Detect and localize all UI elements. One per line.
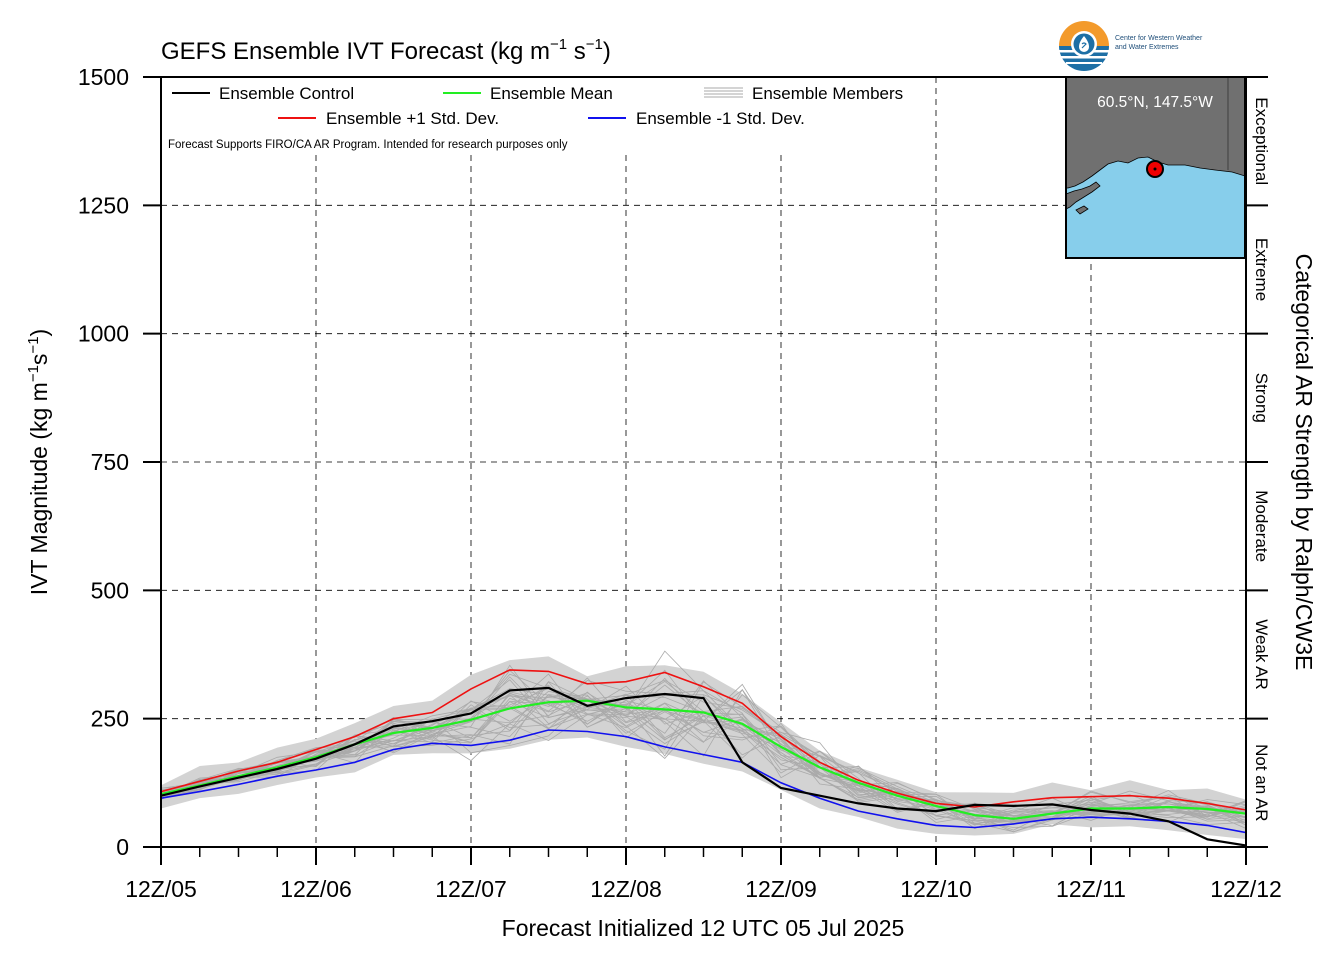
member-line bbox=[161, 695, 1246, 824]
member-line bbox=[161, 677, 1246, 817]
member-line bbox=[161, 669, 1246, 824]
cw3e-logo: Center for Western Weather and Water Ext… bbox=[1059, 21, 1203, 71]
category-label: Not an AR bbox=[1252, 744, 1271, 822]
x-axis-label: Forecast Initialized 12 UTC 05 Jul 2025 bbox=[502, 915, 905, 941]
control-line bbox=[161, 686, 1246, 847]
member-line bbox=[161, 694, 1246, 823]
y-tick-label: 1000 bbox=[78, 321, 129, 347]
chart-title: GEFS Ensemble IVT Forecast (kg m−1 s−1) bbox=[161, 36, 611, 65]
ensemble-members bbox=[161, 650, 1246, 833]
plus-std-line bbox=[161, 669, 1246, 811]
legend-label-minus-std: Ensemble -1 Std. Dev. bbox=[636, 109, 805, 128]
member-line bbox=[161, 695, 1246, 831]
inset-map: 60.5°N, 147.5°W bbox=[1065, 76, 1246, 259]
y-tick-label: 250 bbox=[91, 706, 129, 732]
island bbox=[1075, 205, 1089, 215]
x-tick-label: 12Z/12 bbox=[1210, 876, 1282, 902]
category-label: Moderate bbox=[1252, 490, 1271, 562]
member-line bbox=[161, 680, 1246, 823]
y-tick-label: 1500 bbox=[78, 64, 129, 90]
x-tick-label: 12Z/07 bbox=[435, 876, 507, 902]
category-label: Exceptional bbox=[1252, 97, 1271, 185]
member-line bbox=[161, 694, 1246, 826]
member-line bbox=[161, 688, 1246, 820]
member-line bbox=[161, 650, 1246, 827]
member-line bbox=[161, 693, 1246, 833]
legend-label-plus-std: Ensemble +1 Std. Dev. bbox=[326, 109, 499, 128]
member-line bbox=[161, 697, 1246, 821]
category-axis: Not an AR Weak AR Moderate Strong Extreme Exc… bbox=[1246, 76, 1271, 848]
member-line bbox=[161, 680, 1246, 829]
x-tick-label: 12Z/06 bbox=[280, 876, 352, 902]
location-marker-dot bbox=[1153, 167, 1157, 171]
spread-area bbox=[161, 656, 1246, 840]
series-lines bbox=[161, 669, 1246, 847]
y-axis-label: IVT Magnitude (kg m−1s−1) bbox=[25, 329, 52, 595]
x-tick-label: 12Z/08 bbox=[590, 876, 662, 902]
member-line bbox=[161, 691, 1246, 833]
member-line bbox=[161, 664, 1246, 825]
x-tick-label: 12Z/09 bbox=[745, 876, 817, 902]
legend-label-members: Ensemble Members bbox=[752, 84, 903, 103]
y-axis: 0 250 500 750 1000 1250 1500 bbox=[78, 64, 161, 860]
x-tick-label: 12Z/05 bbox=[125, 876, 197, 902]
x-tick-label: 12Z/10 bbox=[900, 876, 972, 902]
member-line bbox=[161, 698, 1246, 818]
y-tick-label: 1250 bbox=[78, 192, 129, 218]
legend-label-control: Ensemble Control bbox=[219, 84, 354, 103]
category-axis-label: Categorical AR Strength by Ralph/CW3E bbox=[1291, 254, 1317, 671]
disclaimer-note: Forecast Supports FIRO/CA AR Program. In… bbox=[168, 139, 568, 151]
y-tick-label: 750 bbox=[91, 449, 129, 475]
minus-std-line bbox=[161, 729, 1246, 834]
inset-frame bbox=[1065, 76, 1246, 259]
member-line bbox=[161, 679, 1246, 814]
member-line bbox=[161, 669, 1246, 822]
legend-label-mean: Ensemble Mean bbox=[490, 84, 613, 103]
category-label: Weak AR bbox=[1252, 619, 1271, 690]
peninsula bbox=[1065, 181, 1101, 210]
logo-text-line2: and Water Extremes bbox=[1115, 44, 1179, 51]
x-tick-label: 12Z/11 bbox=[1056, 876, 1126, 902]
x-axis: 12Z/05 12Z/06 12Z/07 12Z/08 12Z/09 12Z/10 12Z/… bbox=[125, 847, 1282, 902]
legend: Ensemble Control Ensemble Mean Ensemble … bbox=[172, 84, 903, 128]
member-line bbox=[161, 694, 1246, 824]
land-mass bbox=[1065, 76, 1246, 189]
inset-location-label: 60.5°N, 147.5°W bbox=[1097, 94, 1213, 111]
member-line bbox=[161, 673, 1246, 824]
grid-lines bbox=[161, 77, 1246, 847]
y-tick-label: 500 bbox=[91, 577, 129, 603]
legend-swatch-members bbox=[704, 87, 743, 98]
category-label: Extreme bbox=[1252, 238, 1271, 301]
category-label: Strong bbox=[1252, 373, 1271, 423]
logo-text-line1: Center for Western Weather bbox=[1115, 35, 1203, 42]
mean-line bbox=[161, 699, 1246, 820]
y-tick-label: 0 bbox=[116, 834, 129, 860]
